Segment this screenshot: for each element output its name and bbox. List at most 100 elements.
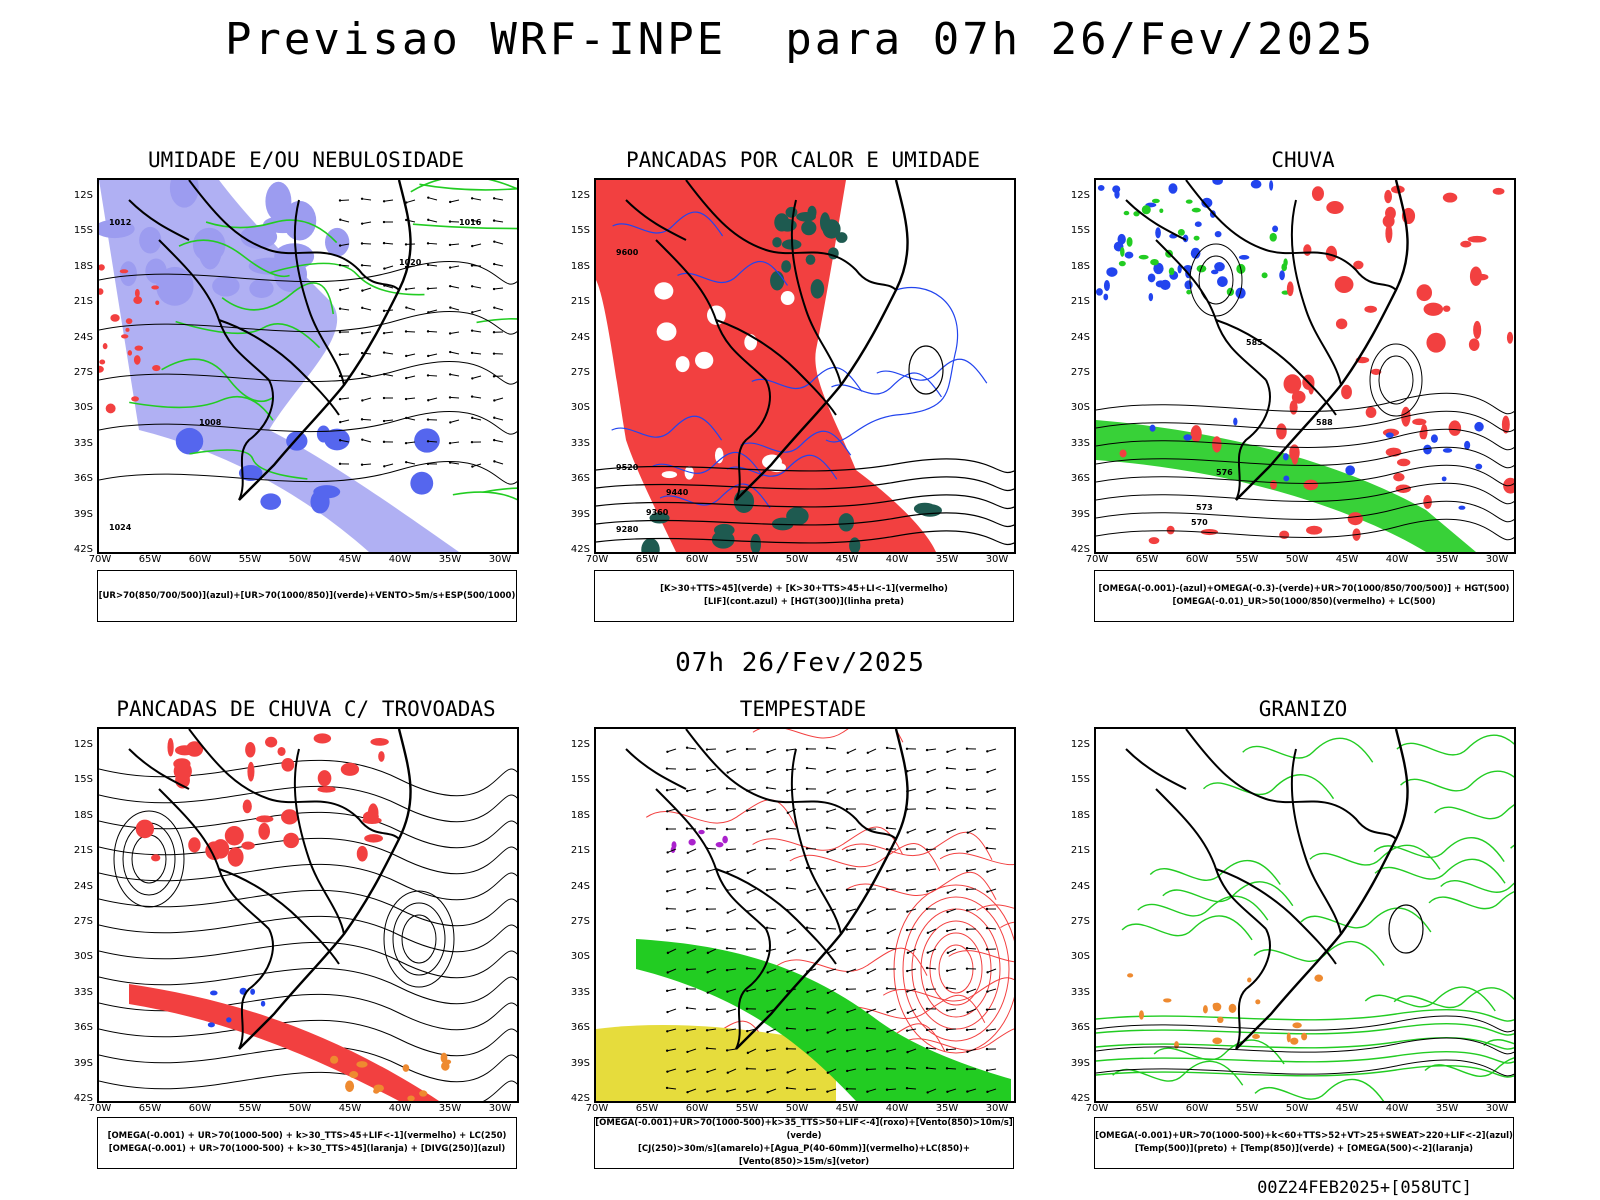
coastline — [238, 180, 412, 501]
wind-850-vector — [685, 1006, 697, 1010]
longitude-tick-label: 50W — [288, 1103, 312, 1114]
wind-850-vector — [885, 888, 897, 891]
wind-vector — [339, 218, 350, 223]
omega-blue — [1269, 180, 1274, 191]
thunderstorm-showers-red — [241, 841, 255, 850]
wind-850-vector — [866, 1048, 877, 1053]
hgt300-contour — [908, 345, 944, 395]
wind-850-vector — [966, 1008, 977, 1014]
longitude-tick-label: 60W — [1185, 1103, 1209, 1114]
wind-850-vector — [886, 1048, 897, 1053]
omega-ur-red — [1303, 244, 1312, 256]
wind-850-vector — [785, 748, 797, 752]
wind-850-vector — [826, 1028, 837, 1034]
country-border — [625, 748, 687, 790]
wind-850-vector — [945, 968, 957, 972]
latitude-tick-label: 30S — [570, 402, 590, 414]
humidity-mid-shading — [99, 219, 135, 239]
wind-vector — [339, 287, 350, 292]
wind-850-vector — [865, 1026, 877, 1030]
wind-850-vector — [866, 868, 877, 874]
humidity-high-shading — [260, 493, 282, 510]
thickness-contour-red — [110, 314, 120, 322]
thunderstorm-showers-red — [151, 854, 161, 862]
omega-green — [1193, 235, 1200, 241]
humidity-mid-shading — [156, 266, 194, 306]
heat-humidity-showers-green — [770, 271, 785, 291]
longitude-tick-label: 35W — [438, 1103, 462, 1114]
omega-ur-red — [1365, 406, 1377, 419]
country-border — [293, 748, 345, 935]
clear-area — [654, 282, 674, 300]
temp-500-contour — [1388, 904, 1424, 954]
temp-850-contour — [1149, 860, 1281, 885]
temp-850-contour — [1137, 895, 1269, 921]
thickness-contour-red — [133, 296, 143, 304]
wind-vector — [382, 220, 394, 224]
longitude-tick-label: 45W — [338, 1103, 362, 1114]
thickness-contour-red — [133, 355, 141, 365]
omega-500-orange — [1292, 1022, 1302, 1029]
omega-ur-red — [1306, 525, 1323, 535]
wind-850-vector — [665, 988, 677, 993]
thickness-contour-red — [127, 350, 133, 356]
longitude-tick-label: 55W — [735, 554, 759, 565]
wind-850-vector — [946, 948, 957, 955]
thunderstorm-showers-red — [247, 761, 255, 782]
wind-850-vector — [965, 806, 977, 810]
low-level-humidity-contour — [410, 180, 517, 193]
wind-850-vector — [785, 1086, 797, 1090]
wind-vector — [338, 462, 350, 466]
wind-vector — [448, 243, 460, 247]
streamline-250 — [99, 863, 517, 901]
wind-850-vector — [945, 806, 957, 810]
hgt500-contour — [1369, 343, 1423, 417]
contour-value-label: 9280 — [616, 525, 639, 534]
wind-vector — [426, 418, 438, 421]
wind-vector — [426, 263, 438, 267]
streamline-250 — [99, 1045, 517, 1083]
thunderstorm-showers-red — [356, 845, 368, 862]
wind-vector — [471, 243, 482, 248]
low-level-humidity-contour — [205, 219, 338, 244]
hgt500-contour — [1096, 500, 1514, 523]
wind-850-vector — [726, 1068, 737, 1074]
wind-850-vector — [745, 948, 757, 951]
thunderstorm-showers-red — [378, 751, 385, 762]
wind-850-vector — [725, 808, 737, 812]
longitude-tick-label: 50W — [1285, 554, 1309, 565]
lifted-index-contour — [831, 372, 942, 398]
wind-vector — [470, 197, 482, 201]
latitude-tick-label: 33S — [570, 986, 590, 998]
thickness-contour-red — [99, 264, 105, 271]
wind-vector — [492, 438, 504, 443]
hgt500-contour — [1378, 355, 1414, 405]
wind-vector — [405, 416, 416, 421]
panel-legend: [OMEGA(-0.001)+UR>70(1000-500)+k>35_TTS>… — [594, 1117, 1014, 1169]
wind-850-vector — [766, 828, 777, 833]
contour-value-label: 1012 — [109, 218, 131, 227]
latitude-tick-label: 39S — [570, 1057, 590, 1069]
heat-humidity-showers-green — [835, 232, 848, 243]
latitude-tick-label: 27S — [73, 916, 93, 927]
omega-ur-red — [1276, 423, 1287, 440]
lifted-index-contour — [652, 451, 764, 477]
wind-850-vector — [706, 928, 717, 933]
omega-ur-red — [1311, 186, 1324, 201]
wind-850-vector — [926, 828, 937, 834]
wind-vector — [448, 441, 460, 445]
wind-vector — [470, 285, 482, 289]
wind-850-vector — [805, 808, 817, 811]
country-border — [735, 928, 771, 1050]
contour-value-label: 585 — [1246, 338, 1263, 347]
thunderstorm-showers-red — [370, 738, 389, 746]
wind-850-vector — [785, 848, 797, 853]
temp-850-contour — [1400, 770, 1514, 792]
wind-850-vector — [945, 766, 957, 770]
wind-850-vector — [985, 827, 997, 830]
humidity-mid-shading — [192, 227, 226, 263]
low-level-humidity-contour — [161, 358, 274, 403]
omega-ur-red — [1166, 525, 1175, 535]
latitude-tick-label: 15S — [73, 774, 93, 786]
omega-ur-red — [1364, 305, 1377, 313]
